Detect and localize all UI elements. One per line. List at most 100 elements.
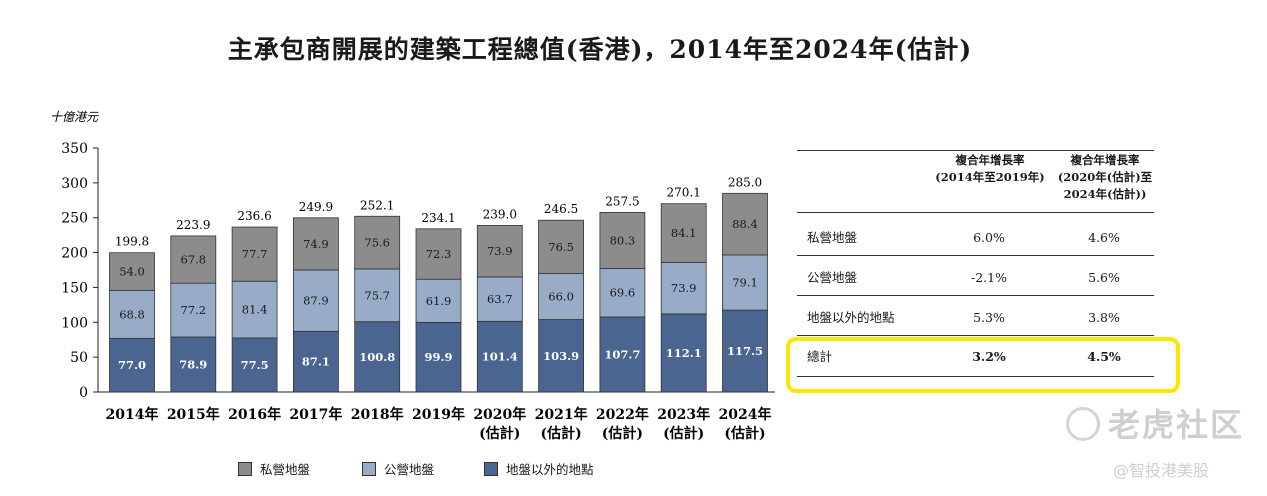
bar-segment	[599, 212, 646, 269]
x-tick-label: 2020年	[473, 406, 526, 423]
bar-value-label: 66.0	[548, 290, 574, 304]
bar-value-label: 77.7	[242, 247, 268, 261]
table-rule-top	[797, 150, 1154, 151]
table-rule-header	[797, 212, 1154, 213]
bar-segment	[354, 215, 401, 270]
y-tick-label: 250	[61, 211, 88, 227]
table-row-label: 地盤以外的地點	[807, 310, 895, 325]
table-cell: 3.8%	[1088, 310, 1120, 325]
table-row-label: 公營地盤	[807, 270, 858, 285]
bar-segment	[109, 289, 155, 339]
bar-value-label: 78.9	[179, 357, 207, 371]
table-row-label: 私營地盤	[807, 230, 858, 245]
bar-value-label: 72.3	[426, 247, 452, 261]
bar-value-label: 103.9	[543, 349, 579, 363]
x-tick-label: (估計)	[724, 425, 765, 442]
x-tick-label: 2021年	[535, 406, 588, 423]
bar-value-label: 67.8	[180, 253, 206, 267]
bar-segment	[231, 337, 278, 393]
watermark-brand: 老虎社区	[1066, 400, 1244, 446]
bar-value-label: 81.4	[242, 303, 268, 317]
legend-swatch	[484, 462, 498, 476]
legend-item-public: 公營地盤	[362, 459, 434, 478]
bar-segment	[170, 336, 217, 393]
bar-value-label: 61.9	[426, 294, 452, 308]
bar-segment	[476, 276, 523, 322]
bar-segment	[354, 268, 401, 323]
bar-segment	[170, 282, 217, 338]
legend-item-private: 私營地盤	[238, 459, 310, 478]
bar-value-label: 101.4	[482, 350, 518, 364]
x-tick-label: 2019年	[412, 406, 465, 423]
bar-value-label: 87.9	[303, 294, 329, 308]
bar-value-label: 63.7	[487, 292, 513, 306]
table-rule	[797, 255, 1154, 256]
y-tick-label: 200	[61, 246, 88, 262]
x-tick-label: 2014年	[106, 406, 159, 423]
bar-segment	[292, 330, 339, 393]
bar-value-label: 73.9	[487, 244, 513, 258]
bar-segment	[415, 321, 462, 393]
x-tick-label: (估計)	[479, 425, 520, 442]
bar-value-label: 87.1	[302, 355, 330, 369]
x-tick-label: (估計)	[602, 425, 643, 442]
table-row-label: 總計	[807, 349, 833, 364]
bar-segment	[722, 309, 768, 393]
stacked-bar-chart: 十億港元 0 50 100 150 200 250 300 350 77.0 68.8 54.0 199…	[50, 110, 775, 442]
bar-value-label: 75.7	[364, 288, 390, 302]
y-tick-label: 0	[79, 385, 88, 401]
bar-value-label: 112.1	[666, 346, 702, 360]
bar-segment	[109, 337, 155, 393]
bar-segment	[538, 219, 584, 274]
x-tick-label: 2023年	[657, 406, 710, 423]
bar-segment	[660, 261, 707, 315]
legend-item-offsite: 地盤以外的地點	[484, 459, 594, 478]
bar-segment	[722, 254, 768, 311]
bar-segment	[538, 319, 584, 393]
bar-value-label: 117.5	[727, 344, 763, 358]
table-cell: -2.1%	[971, 270, 1007, 285]
y-axis-unit-label: 十億港元	[50, 110, 99, 124]
bar-segment	[722, 192, 768, 256]
bar-segment	[231, 280, 278, 339]
x-tick-label: 2017年	[289, 406, 342, 423]
y-tick-label: 350	[61, 141, 88, 157]
bar-value-label: 79.1	[732, 276, 758, 290]
bar-value-label: 68.8	[119, 307, 145, 321]
x-tick-label: 2016年	[228, 406, 281, 423]
x-tick-label: 2015年	[167, 406, 220, 423]
watermark-handle: @智投港美股	[1113, 461, 1210, 480]
table-cell: 6.0%	[973, 230, 1005, 245]
y-tick-label: 150	[61, 280, 88, 296]
x-tick-label: 2024年	[719, 406, 772, 423]
bar-total-label: 257.5	[605, 194, 639, 208]
table-cell: 4.5%	[1087, 349, 1121, 364]
bar-value-label: 88.4	[732, 217, 758, 231]
bar-value-label: 77.0	[118, 358, 146, 372]
bar-value-label: 77.5	[241, 358, 269, 372]
table-header-cagr-2014-2019: 複合年增長率 (2014年至2019年)	[935, 153, 1045, 184]
bar-value-label: 54.0	[119, 265, 145, 279]
legend-swatch	[238, 462, 252, 476]
bar-value-label: 107.7	[604, 347, 640, 361]
bar-segment	[170, 235, 217, 284]
bar-segment	[660, 203, 707, 263]
bar-segment	[109, 252, 155, 291]
y-tick-label: 50	[70, 350, 88, 366]
bar-segment	[354, 321, 401, 393]
bar-value-label: 80.3	[610, 233, 636, 247]
bar-segment	[476, 224, 523, 278]
bar-value-label: 73.9	[671, 281, 697, 295]
table-rule	[797, 335, 1154, 336]
x-tick-label: 2022年	[596, 406, 649, 423]
bar-total-label: 239.0	[483, 207, 517, 221]
bar-value-label: 100.8	[359, 350, 395, 364]
x-tick-label: (估計)	[540, 425, 581, 442]
chart-title: 主承包商開展的建築工程總值(香港)，2014年至2024年(估計)	[227, 35, 973, 64]
table-rule-bottom	[797, 376, 1154, 377]
bar-value-label: 76.5	[548, 240, 574, 254]
bar-value-label: 69.6	[610, 286, 636, 300]
bar-total-label: 199.8	[115, 235, 149, 249]
bar-segment	[231, 226, 278, 282]
bar-value-label: 74.9	[303, 237, 329, 251]
